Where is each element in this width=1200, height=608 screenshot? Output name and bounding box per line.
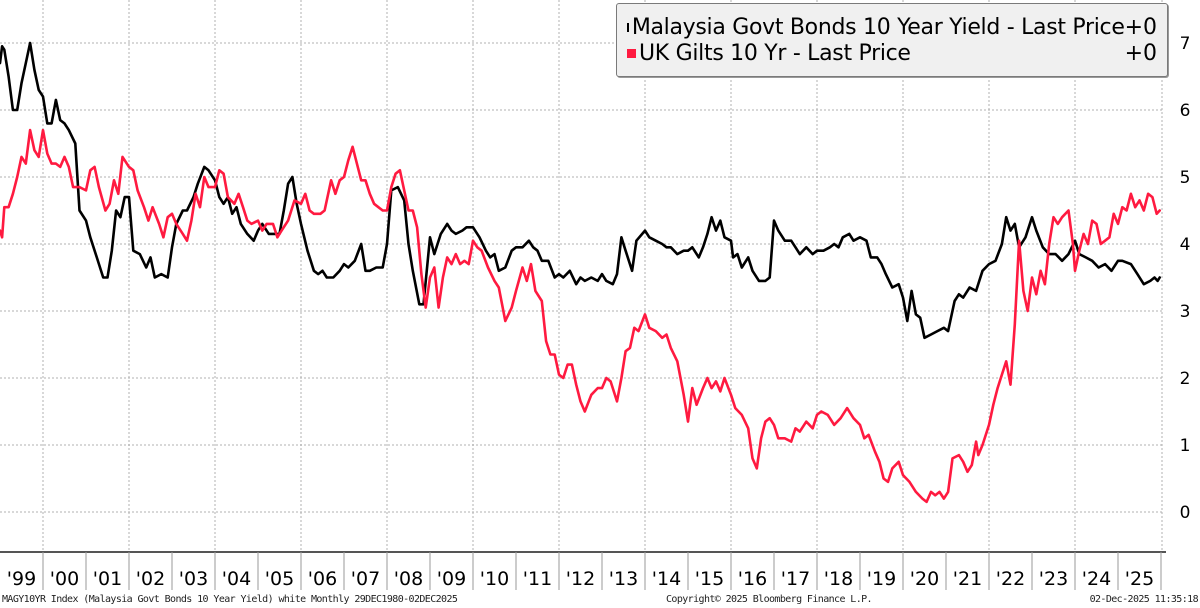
- y-tick-label: 2: [1180, 369, 1191, 389]
- legend-label: Malaysia Govt Bonds 10 Year Yield - Last…: [631, 14, 1125, 40]
- x-tick-label: '18: [824, 568, 853, 590]
- legend-item-uk-gilts: UK Gilts 10 Yr - Last Price +0: [627, 40, 1157, 66]
- x-tick-label: '04: [222, 568, 251, 590]
- x-tick-label: '22: [996, 568, 1025, 590]
- y-tick-label: 1: [1180, 436, 1191, 456]
- x-tick-label: '00: [50, 568, 79, 590]
- x-tick-label: '14: [652, 568, 681, 590]
- x-tick-label: '01: [93, 568, 122, 590]
- x-tick-label: '20: [910, 568, 939, 590]
- y-tick-label: 3: [1180, 302, 1191, 322]
- x-tick-label: '12: [566, 568, 595, 590]
- x-tick-label: '99: [7, 568, 36, 590]
- x-tick-label: '02: [136, 568, 165, 590]
- x-tick-label: '09: [437, 568, 466, 590]
- legend-item-malaysia: Malaysia Govt Bonds 10 Year Yield - Last…: [627, 14, 1157, 40]
- footer-copyright: Copyright© 2025 Bloomberg Finance L.P.: [666, 594, 873, 605]
- x-tick-label: '03: [179, 568, 208, 590]
- x-tick-label: '16: [738, 568, 767, 590]
- legend-change: +0: [1124, 14, 1157, 40]
- series-line-uk-gilts: [0, 128, 1161, 504]
- x-tick-label: '05: [265, 568, 294, 590]
- legend: Malaysia Govt Bonds 10 Year Yield - Last…: [616, 3, 1168, 77]
- x-tick-label: '24: [1082, 568, 1111, 590]
- x-tick-label: '11: [523, 568, 552, 590]
- y-tick-label: 5: [1180, 168, 1191, 188]
- x-axis: '99 '00 '01 '02 '03 '04 '05 '06 '07 '08 '09 '10 '11 '…: [0, 551, 1166, 590]
- y-tick-label: 7: [1180, 34, 1191, 54]
- y-tick-label: 6: [1180, 101, 1191, 121]
- grid-lines: [0, 0, 1163, 552]
- x-tick-label: '07: [351, 568, 380, 590]
- y-axis: 0 1 2 3 4 5 6 7: [1180, 34, 1191, 523]
- legend-label: UK Gilts 10 Yr - Last Price: [639, 40, 911, 66]
- footer-source: MAGY10YR Index (Malaysia Govt Bonds 10 Y…: [2, 594, 458, 605]
- x-tick-label: '21: [953, 568, 982, 590]
- x-tick-label: '25: [1125, 568, 1154, 590]
- x-tick-label: '15: [695, 568, 724, 590]
- x-tick-label: '13: [609, 568, 638, 590]
- legend-change: +0: [1124, 40, 1157, 66]
- x-tick-label: '17: [781, 568, 810, 590]
- y-tick-label: 4: [1180, 235, 1191, 255]
- x-tick-label: '10: [480, 568, 509, 590]
- series-line-malaysia: [0, 41, 1161, 340]
- y-tick-label: 0: [1180, 503, 1191, 523]
- legend-swatch-red: [627, 48, 636, 58]
- footer-timestamp: 02-Dec-2025 11:35:18: [1089, 594, 1199, 605]
- legend-swatch-black: [627, 22, 629, 32]
- x-tick-label: '19: [867, 568, 896, 590]
- x-tick-label: '23: [1039, 568, 1068, 590]
- x-tick-label: '06: [308, 568, 337, 590]
- x-tick-label: '08: [394, 568, 423, 590]
- series-lines: [0, 41, 1161, 504]
